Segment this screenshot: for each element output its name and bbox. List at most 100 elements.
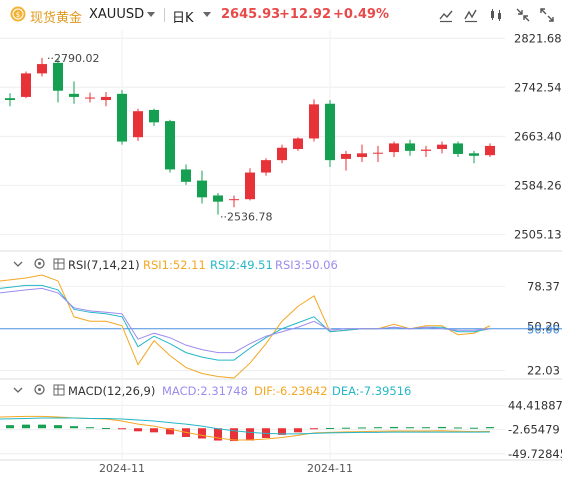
price-tick-label: 2821.68 [514, 31, 562, 45]
collapse-icon[interactable] [514, 6, 532, 24]
macd-series-line [0, 417, 491, 435]
rsi-tick-label: 50.00 [527, 323, 560, 337]
macd-histogram-bar [22, 424, 30, 429]
price-tick-label: 2663.40 [514, 129, 562, 143]
macd-histogram-bar [166, 428, 174, 435]
candle-body [181, 169, 191, 182]
candle-body [213, 195, 223, 202]
period-selector[interactable]: 日K [172, 11, 194, 26]
candle-body [117, 93, 127, 142]
candle-body [229, 199, 239, 201]
candle-body [485, 145, 495, 156]
rsi-title: RSI(7,14,21) [68, 258, 140, 272]
macd-panel [0, 415, 494, 442]
candle-body [261, 160, 271, 173]
candle-body [309, 104, 319, 139]
macd-value-label: MACD:2.31748 [162, 384, 248, 398]
dropdown-caret-icon[interactable] [147, 12, 155, 18]
macd-histogram-bar [6, 425, 14, 429]
last-price: 2645.93 [221, 7, 281, 22]
macd-histogram-bar [342, 427, 350, 429]
rsi-tick-label: 78.37 [527, 279, 560, 293]
draw-line-icon[interactable] [437, 6, 455, 24]
gear-icon[interactable] [34, 384, 45, 395]
gold-coin-icon: $ [10, 6, 26, 22]
macd-histogram-bar [38, 424, 46, 429]
macd-histogram-bar [70, 426, 78, 429]
indicator-icon[interactable] [462, 6, 480, 24]
price-tick-label: 2584.26 [514, 178, 562, 192]
x-tick-label: 2024-11 [307, 462, 353, 475]
expand-icon[interactable] [538, 6, 556, 24]
candle-body [133, 111, 143, 138]
macd-histogram-bar [150, 428, 158, 433]
macd-tick-label: -49.72845 [508, 447, 562, 461]
price-tick-label: 2505.13 [514, 227, 562, 241]
candlestick-panel: ··2790.02 ··2536.78 [5, 52, 495, 224]
macd-histogram-bar [470, 427, 478, 429]
rsi1-label: RSI1:52.11 [143, 258, 206, 272]
candle-body [389, 143, 399, 153]
rsi-series-line [0, 287, 491, 354]
svg-text:$: $ [16, 11, 20, 19]
high-price-annotation: ··2790.02 [47, 52, 99, 65]
collapse-chevron-icon[interactable] [13, 387, 23, 393]
macd-histogram-bar [230, 428, 238, 442]
candle-body [101, 96, 111, 101]
candle-body [325, 103, 335, 161]
candle-body [277, 147, 287, 161]
macd-histogram-bar [422, 427, 430, 429]
macd-histogram-bar [294, 428, 302, 433]
candle-body [149, 109, 159, 123]
candle-settings-icon[interactable] [487, 6, 505, 24]
macd-histogram-bar [246, 428, 254, 441]
macd-histogram-bar [406, 427, 414, 429]
candle-body [69, 93, 79, 97]
candle-body [165, 121, 175, 170]
macd-title: MACD(12,26,9) [68, 384, 155, 398]
rsi-tick-label: 22.03 [527, 363, 560, 377]
instrument-title[interactable]: 现货黄金 [30, 11, 83, 26]
price-tick-label: 2742.54 [514, 80, 562, 94]
axes: 2821.68 2742.54 2663.40 2584.26 2505.13 78.37… [99, 31, 562, 475]
candle-body [453, 143, 463, 154]
rsi-series-line [0, 274, 491, 379]
candle-body [85, 97, 95, 99]
candle-body [21, 73, 31, 97]
candle-body [293, 138, 303, 149]
rsi-panel [0, 274, 491, 379]
chart-canvas[interactable]: RSI(7,14,21) RSI1:52.11 RSI2:49.51 RSI3:… [0, 30, 562, 481]
rsi2-label: RSI2:49.51 [210, 258, 273, 272]
candle-body [197, 180, 207, 198]
macd-histogram-bar [438, 426, 446, 429]
macd-histogram-bar [486, 427, 494, 429]
candle-body [373, 152, 383, 154]
collapse-chevron-icon[interactable] [13, 261, 23, 267]
rsi-series-line [0, 284, 491, 361]
macd-legend: MACD(12,26,9) MACD:2.31748 DIF:-6.23642 … [13, 384, 411, 398]
rsi-legend: RSI(7,14,21) RSI1:52.11 RSI2:49.51 RSI3:… [13, 258, 338, 272]
macd-histogram-bar [102, 427, 110, 429]
instrument-symbol[interactable]: XAUUSD [89, 7, 145, 22]
candle-body [37, 64, 47, 74]
candle-body [421, 149, 431, 151]
macd-histogram-bar [310, 428, 318, 430]
macd-histogram-bar [198, 428, 206, 439]
macd-histogram-bar [54, 425, 62, 429]
grid-menu-icon[interactable] [53, 384, 65, 396]
candle-body [245, 172, 255, 200]
chart-header: $ 现货黄金 XAUUSD 日K 2645.93 +12.92 +0.49% [0, 0, 562, 30]
gear-icon[interactable] [34, 258, 45, 269]
candle-body [5, 98, 15, 101]
candle-body [53, 62, 63, 91]
candle-body [341, 153, 351, 159]
x-tick-label: 2024-11 [99, 462, 145, 475]
period-caret-icon[interactable] [203, 12, 211, 18]
macd-histogram-bar [86, 427, 94, 429]
dea-label: DEA:-7.39516 [332, 384, 411, 398]
macd-tick-label: 44.41887 [508, 398, 562, 412]
header-divider [164, 8, 165, 22]
grid-menu-icon[interactable] [53, 258, 65, 270]
candle-body [405, 143, 415, 151]
macd-histogram-bar [390, 426, 398, 429]
